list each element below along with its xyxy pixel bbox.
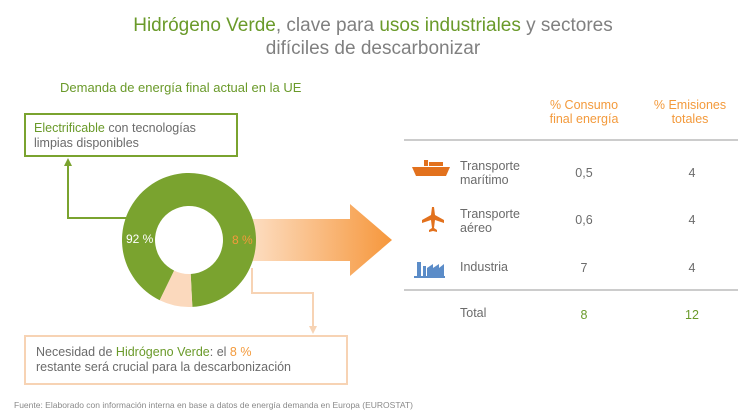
cell-emisiones-aereo: 4	[688, 213, 696, 227]
donut-label-hidrogeno: 8 %	[232, 233, 253, 247]
ship-icon	[412, 160, 450, 176]
electrificable-text-2: limpias disponibles	[34, 136, 139, 150]
row-label-maritimo: Transporte marítimo	[460, 159, 520, 187]
header-emisiones-line1: % Emisiones	[653, 98, 727, 112]
header-consumo-line1: % Consumo	[549, 98, 619, 112]
row-label-maritimo-1: Transporte	[460, 159, 520, 173]
row-label-aereo-2: aéreo	[460, 221, 492, 235]
row-label-aereo-1: Transporte	[460, 207, 520, 221]
row-label-total: Total	[460, 306, 487, 320]
electrificable-text: con tecnologías	[104, 121, 196, 135]
row-label-industria: Industria	[460, 260, 508, 274]
donut-slice-electrificable	[122, 172, 256, 307]
big-arrow	[240, 204, 392, 276]
hidrogeno-box: Necesidad de Hidrógeno Verde: el 8 % res…	[24, 335, 348, 385]
header-emisiones-line2: totales	[671, 112, 709, 126]
hidrogeno-text-2: restante será crucial para la descarboni…	[36, 360, 291, 374]
connector-line-bottom	[251, 268, 314, 330]
hidrogeno-text-a: Necesidad de	[36, 345, 116, 359]
cell-emisiones-maritimo: 4	[688, 166, 696, 180]
donut-chart	[122, 172, 256, 307]
connector-arrow-top	[64, 158, 72, 166]
cell-consumo-total: 8	[580, 308, 588, 322]
hidrogeno-percent: 8 %	[229, 345, 252, 359]
connector-line-top	[67, 162, 130, 219]
cell-consumo-maritimo: 0,5	[575, 166, 593, 180]
title-highlight-1: Hidrógeno Verde	[133, 15, 276, 36]
cell-emisiones-total: 12	[685, 308, 699, 322]
title-highlight-2: usos industriales	[379, 15, 521, 36]
header-consumo-line2: final energía	[549, 112, 619, 126]
factory-icon	[414, 262, 445, 278]
plane-icon	[422, 207, 444, 232]
cell-consumo-aereo: 0,6	[575, 213, 593, 227]
row-label-maritimo-2: marítimo	[460, 173, 509, 187]
donut-slice-hidrogeno	[159, 270, 193, 307]
title-text-1: , clave para	[275, 15, 380, 36]
row-label-aereo: Transporte aéreo	[460, 207, 520, 235]
header-emisiones: % Emisiones totales	[636, 98, 744, 126]
source-note: Fuente: Elaborado con información intern…	[14, 400, 413, 410]
electrificable-box: Electrificable con tecnologías limpias d…	[24, 113, 238, 157]
header-consumo: % Consumo final energía	[530, 98, 638, 126]
hidrogeno-text-c: : el	[209, 345, 230, 359]
page-title: Hidrógeno Verde, clave para usos industr…	[0, 14, 746, 60]
donut-label-electrificable: 92 %	[126, 232, 154, 246]
cell-emisiones-industria: 4	[688, 261, 696, 275]
title-line-2: difíciles de descarbonizar	[265, 38, 481, 59]
title-text-2: y sectores	[520, 15, 613, 36]
chart-subtitle: Demanda de energía final actual en la UE	[60, 80, 302, 95]
cell-consumo-industria: 7	[580, 261, 588, 275]
electrificable-highlight: Electrificable	[34, 121, 105, 135]
hidrogeno-highlight: Hidrógeno Verde	[115, 345, 210, 359]
connector-arrow-bottom	[309, 326, 317, 334]
